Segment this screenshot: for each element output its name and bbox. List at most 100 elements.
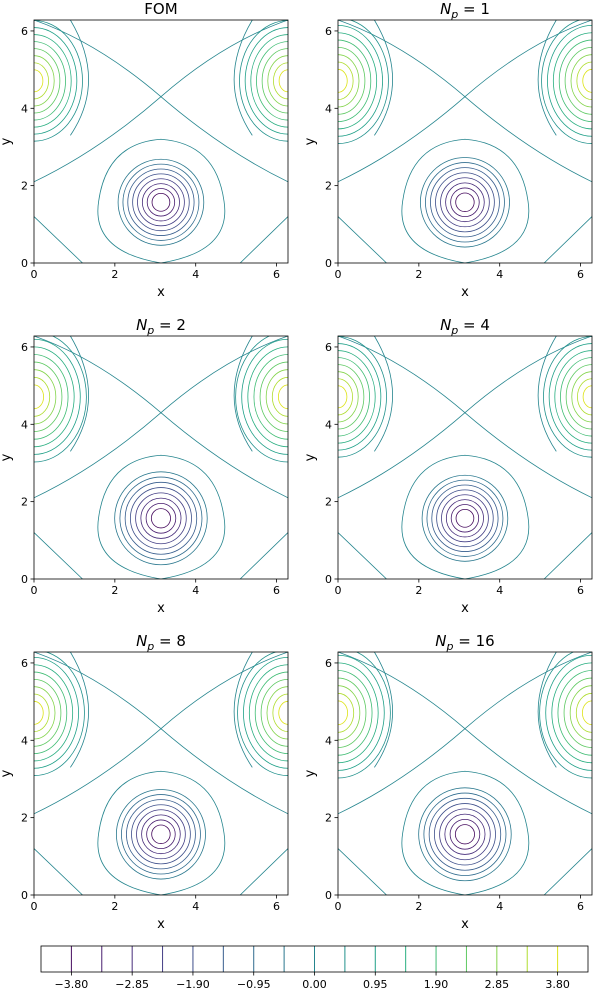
contour-line bbox=[248, 664, 288, 762]
contour-line bbox=[338, 336, 592, 579]
y-tick-label: 4 bbox=[21, 102, 28, 115]
contour-line bbox=[34, 34, 72, 128]
contour-line bbox=[254, 671, 288, 755]
axes-frame bbox=[337, 19, 593, 264]
contour-line bbox=[132, 173, 190, 232]
y-tick-label: 2 bbox=[325, 812, 332, 825]
axes-frame bbox=[33, 19, 289, 264]
contour-line bbox=[141, 183, 180, 222]
contour-line bbox=[338, 343, 382, 451]
title-rest: = 1 bbox=[458, 0, 490, 18]
y-label: y bbox=[0, 769, 14, 777]
contour-line bbox=[577, 378, 592, 416]
contours bbox=[338, 336, 592, 579]
y-label: y bbox=[303, 453, 318, 461]
y-tick-label: 6 bbox=[325, 25, 332, 38]
contour-line bbox=[131, 804, 191, 865]
contour-line bbox=[34, 55, 55, 107]
contour-line bbox=[34, 346, 75, 448]
contour-line bbox=[338, 68, 348, 93]
contour-line bbox=[124, 481, 198, 555]
x-tick-label: 2 bbox=[415, 584, 422, 597]
contour-line bbox=[260, 678, 288, 747]
contour-line bbox=[241, 338, 288, 455]
y-tick-label: 4 bbox=[325, 418, 332, 431]
title-rest: = 2 bbox=[154, 316, 186, 334]
contour-line bbox=[338, 652, 391, 779]
contour-line bbox=[338, 61, 354, 101]
contour-line bbox=[436, 489, 494, 548]
contour-line bbox=[425, 162, 505, 243]
y-tick-label: 6 bbox=[325, 657, 332, 670]
contour-line bbox=[135, 492, 187, 545]
contour-line bbox=[552, 32, 592, 130]
x-tick-label: 0 bbox=[31, 268, 38, 281]
contour-line bbox=[430, 167, 500, 238]
axes-frame bbox=[337, 651, 593, 896]
contour-line bbox=[34, 369, 57, 425]
y-label: y bbox=[0, 137, 14, 145]
contour-line bbox=[541, 20, 592, 144]
title-rest: = 8 bbox=[154, 632, 186, 650]
colorbar-tick-label: 1.90 bbox=[424, 978, 449, 990]
y-label: y bbox=[0, 453, 14, 461]
contour-line bbox=[34, 671, 68, 755]
contours bbox=[34, 652, 288, 895]
contour-line bbox=[564, 46, 592, 115]
contour-line bbox=[34, 336, 87, 463]
x-tick-label: 0 bbox=[335, 584, 342, 597]
contour-line bbox=[126, 799, 196, 870]
contour-line bbox=[151, 824, 171, 844]
contour-line bbox=[247, 346, 288, 448]
x-tick-label: 6 bbox=[273, 268, 280, 281]
contours bbox=[34, 336, 288, 579]
contour-line bbox=[440, 177, 490, 228]
y-tick-label: 0 bbox=[325, 889, 332, 902]
y-tick-label: 6 bbox=[325, 341, 332, 354]
x-tick-label: 6 bbox=[577, 900, 584, 913]
contour-line bbox=[444, 813, 486, 855]
title-rest: = 4 bbox=[458, 316, 490, 334]
contour-line bbox=[34, 361, 63, 432]
x-tick-label: 0 bbox=[335, 900, 342, 913]
contour-line bbox=[557, 670, 592, 756]
contour-line bbox=[450, 504, 480, 533]
x-label: x bbox=[461, 917, 469, 932]
contour-line bbox=[278, 69, 288, 93]
contour-line bbox=[137, 178, 185, 227]
panel-title: Np = 4 bbox=[440, 316, 490, 337]
contour-line bbox=[435, 172, 495, 233]
contour-line bbox=[146, 188, 176, 217]
contour-line bbox=[34, 354, 69, 440]
y-tick-label: 0 bbox=[21, 573, 28, 586]
x-tick-label: 0 bbox=[31, 900, 38, 913]
contour-line bbox=[433, 803, 496, 866]
x-label: x bbox=[157, 917, 165, 932]
contour-line bbox=[449, 818, 481, 850]
contour-line bbox=[34, 693, 50, 733]
contour-line bbox=[34, 20, 83, 142]
contour-line bbox=[455, 508, 475, 528]
y-tick-label: 0 bbox=[325, 573, 332, 586]
contour-line bbox=[271, 376, 288, 417]
contour-line bbox=[117, 158, 205, 246]
colorbar-tick-label: −0.95 bbox=[237, 978, 271, 990]
contour-line bbox=[239, 20, 288, 142]
contour-line bbox=[34, 700, 44, 725]
axes-frame bbox=[33, 335, 289, 580]
x-tick-label: 2 bbox=[111, 584, 118, 597]
axes-frame bbox=[33, 651, 289, 896]
contour-line bbox=[140, 497, 182, 539]
title-sub: p bbox=[450, 8, 458, 21]
contour-line bbox=[338, 662, 379, 764]
x-tick-label: 6 bbox=[577, 584, 584, 597]
title-main: FOM bbox=[144, 0, 177, 18]
contour-line bbox=[455, 192, 475, 212]
y-tick-label: 0 bbox=[21, 257, 28, 270]
contour-line bbox=[119, 476, 203, 560]
contour-line bbox=[115, 789, 206, 880]
contour-line bbox=[34, 41, 66, 121]
contour-line bbox=[150, 508, 171, 529]
y-tick-label: 6 bbox=[21, 341, 28, 354]
contour-line bbox=[34, 62, 49, 100]
